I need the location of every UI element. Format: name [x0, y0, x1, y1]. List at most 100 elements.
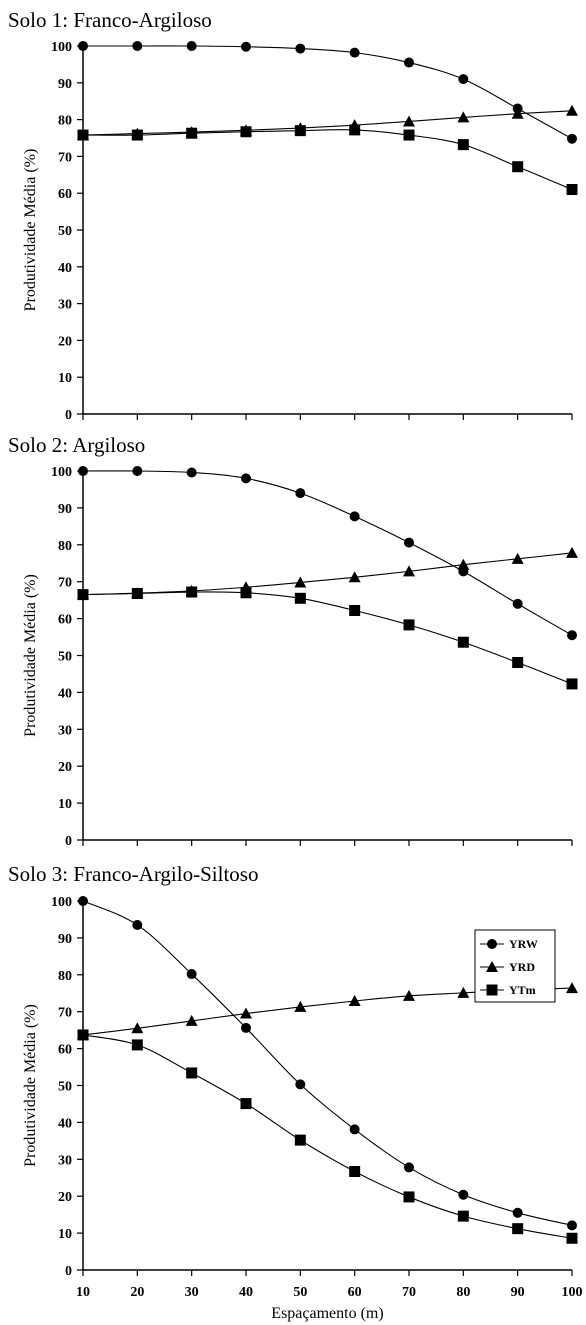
chart-title: Solo 2: Argiloso	[8, 433, 145, 457]
legend-marker	[487, 939, 497, 949]
data-point	[241, 41, 251, 52]
y-tick-label: 10	[58, 1227, 72, 1242]
data-point	[131, 1022, 144, 1034]
series-ytm	[77, 586, 578, 690]
y-axis-title: Produtividade Média (%)	[22, 574, 39, 737]
data-point	[294, 125, 306, 137]
chart-panel-1: Solo 1: Franco-Argiloso 0 10 20 30 40 50 60 70 80…	[8, 8, 578, 423]
data-point	[241, 1022, 251, 1033]
series-yrw	[78, 41, 577, 144]
series-line	[82, 552, 573, 596]
chart-panel-2: Solo 2: Argiloso 0 10 20 30 40 50 60 70 80 90 100 Pr…	[8, 433, 578, 849]
y-tick-label: 80	[58, 539, 72, 554]
x-tick-label: 50	[293, 1285, 307, 1300]
y-tick-label: 50	[58, 1080, 72, 1095]
y-tick-label: 40	[58, 1116, 72, 1131]
legend-label: YRW	[509, 937, 538, 951]
data-point	[77, 129, 89, 141]
data-point	[78, 896, 88, 906]
series-line	[82, 470, 573, 636]
y-tick-label: 60	[58, 1043, 72, 1058]
data-point	[186, 1067, 198, 1079]
x-tick-label: 20	[130, 1285, 144, 1300]
data-point	[457, 139, 469, 151]
data-point	[404, 537, 414, 548]
y-tick-label: 40	[58, 686, 72, 701]
data-point	[77, 1029, 89, 1041]
data-point	[403, 129, 415, 141]
y-tick-label: 100	[51, 465, 72, 480]
legend-label: YRD	[509, 960, 535, 974]
data-point	[349, 47, 360, 58]
data-point	[349, 1124, 360, 1135]
data-point	[186, 586, 198, 598]
chart-panel-3: Solo 3: Franco-Argilo-Siltoso 0 10 20 30 40 50…	[8, 862, 583, 1322]
data-point	[457, 558, 470, 570]
y-tick-label: 90	[58, 77, 72, 92]
data-point	[403, 989, 415, 1001]
data-point	[566, 678, 578, 690]
data-point	[240, 126, 252, 138]
legend-marker	[486, 961, 498, 972]
series-line	[82, 110, 573, 136]
y-tick-label: 30	[58, 1153, 72, 1168]
series-line	[82, 129, 573, 191]
y-tick-label: 90	[58, 502, 72, 517]
y-tick-label: 30	[58, 298, 72, 313]
y-tick-label: 30	[58, 723, 72, 738]
data-point	[131, 129, 143, 141]
data-point	[566, 104, 578, 116]
series-ytm	[77, 124, 578, 196]
x-tick-label: 40	[239, 1285, 253, 1300]
data-point	[512, 657, 524, 669]
data-point	[566, 1232, 578, 1244]
series-ytm	[77, 1029, 578, 1244]
data-point	[567, 133, 577, 144]
y-tick-label: 20	[58, 1190, 72, 1205]
series-yrd	[77, 546, 578, 600]
series-line	[83, 45, 573, 140]
x-tick-label: 60	[348, 1285, 362, 1300]
data-point	[295, 488, 306, 499]
y-tick-label: 80	[58, 114, 72, 129]
legend: YRW YRD YTm	[474, 929, 556, 1003]
data-point	[567, 1220, 577, 1231]
y-tick-label: 60	[58, 187, 72, 202]
data-point	[132, 919, 143, 930]
data-point	[294, 576, 307, 588]
x-tick-label: 80	[456, 1285, 470, 1300]
x-tick-label: 100	[562, 1285, 583, 1300]
x-tick-label: 70	[402, 1285, 416, 1300]
data-point	[457, 986, 470, 998]
data-point	[403, 1191, 415, 1203]
data-point	[186, 467, 197, 478]
data-point	[566, 546, 578, 558]
data-point	[295, 43, 306, 54]
data-point	[132, 466, 143, 476]
data-point	[349, 604, 361, 616]
x-tick-label: 10	[76, 1285, 90, 1300]
y-tick-label: 50	[58, 650, 72, 665]
data-point	[511, 552, 524, 564]
y-tick-label: 40	[58, 261, 72, 276]
y-tick-label: 50	[58, 224, 72, 239]
y-tick-label: 60	[58, 613, 72, 628]
series-yrw	[78, 896, 577, 1231]
data-point	[349, 511, 360, 522]
data-point	[349, 124, 361, 136]
y-tick-label: 80	[58, 969, 72, 984]
data-point	[457, 111, 470, 123]
y-axis-title: Produtividade Média (%)	[22, 1004, 39, 1167]
y-tick-label: 0	[65, 408, 72, 423]
y-tick-label: 70	[58, 150, 72, 165]
data-point	[512, 598, 523, 609]
series-line	[82, 1034, 573, 1239]
data-point	[294, 1000, 307, 1012]
data-point	[240, 1007, 252, 1019]
data-point	[78, 466, 88, 476]
data-point	[349, 1165, 361, 1177]
data-point	[186, 127, 198, 139]
data-point	[512, 1207, 523, 1218]
legend-label: YTm	[509, 983, 536, 997]
